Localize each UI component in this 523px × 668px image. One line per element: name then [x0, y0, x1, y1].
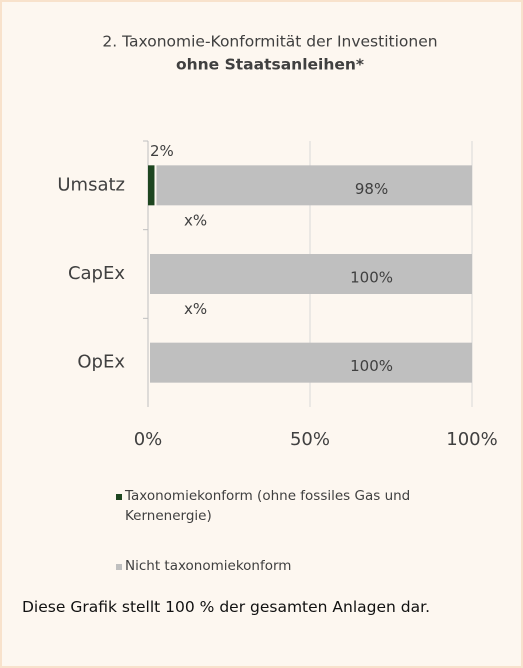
data-label: x% — [184, 300, 207, 318]
data-label: 100% — [350, 269, 393, 287]
data-label: 98% — [355, 180, 388, 198]
legend-label: Nicht taxonomiekonform — [125, 558, 292, 574]
x-tick-label: 0% — [134, 429, 163, 450]
x-tick-label: 50% — [290, 429, 330, 450]
data-label: 2% — [150, 142, 174, 160]
bar-segment — [156, 165, 473, 206]
x-tick-label: 100% — [446, 429, 497, 450]
y-tick-label: Umsatz — [57, 174, 125, 195]
footnote: Diese Grafik stellt 100 % der gesamten A… — [22, 598, 430, 616]
data-label: 100% — [350, 357, 393, 375]
bar-segment — [148, 165, 155, 206]
y-tick-label: CapEx — [68, 263, 125, 284]
legend-label: Taxonomiekonform (ohne fossiles Gas und … — [125, 488, 411, 524]
legend-swatch — [116, 564, 122, 570]
legend-swatch — [116, 494, 122, 500]
bar-segment — [150, 342, 472, 383]
data-label: x% — [184, 212, 207, 230]
chart-subtitle: ohne Staatsanleihen* — [176, 56, 364, 74]
bar-segment — [150, 254, 472, 294]
legend-item: Nicht taxonomiekonform — [116, 556, 416, 576]
legend-item: Taxonomiekonform (ohne fossiles Gas und … — [116, 486, 416, 526]
chart-title: 2. Taxonomie-Konformität der Investition… — [102, 33, 437, 51]
y-tick-label: OpEx — [77, 352, 125, 373]
